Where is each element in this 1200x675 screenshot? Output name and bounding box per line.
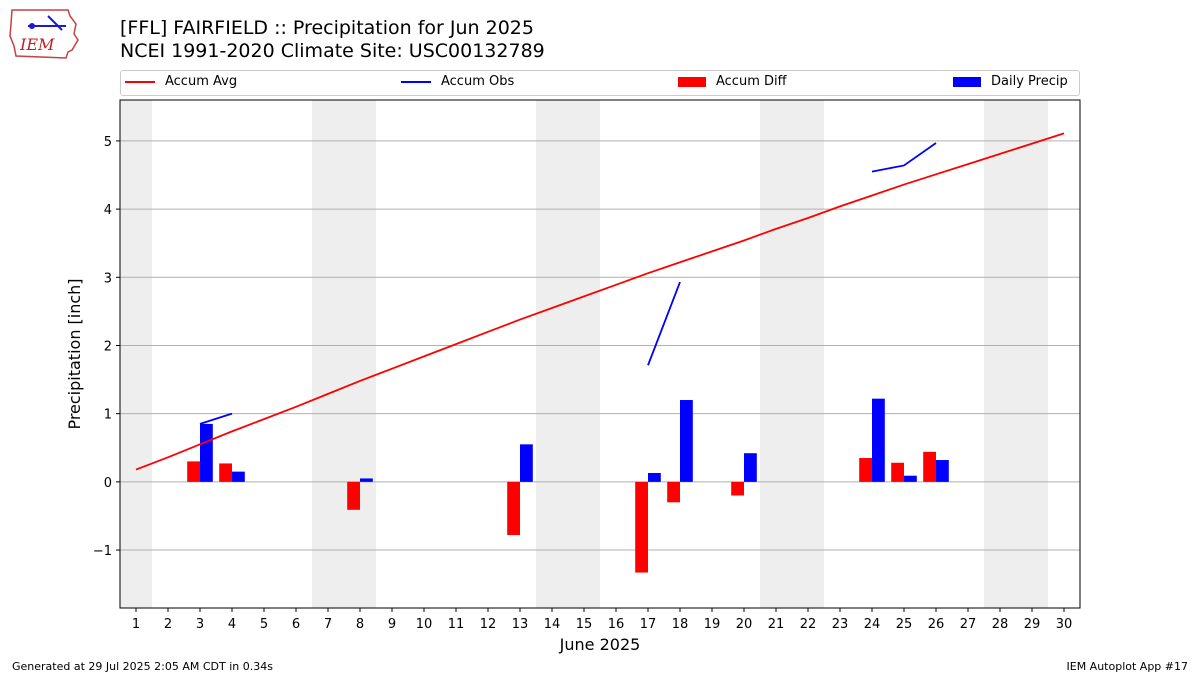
x-tick-label-2: 2 xyxy=(164,617,172,632)
x-tick-label-11: 11 xyxy=(448,617,465,632)
accum-diff-bar-day-18 xyxy=(667,481,680,503)
accum-obs-line-segment-0 xyxy=(199,412,233,425)
x-tick-label-20: 20 xyxy=(736,617,753,632)
accum-diff-bar-day-4 xyxy=(219,463,232,482)
accum-avg-line xyxy=(135,132,1065,471)
legend-label-accum-avg: Accum Avg xyxy=(165,74,238,89)
accum-diff-bar-day-20 xyxy=(731,481,744,496)
x-tick-label-19: 19 xyxy=(704,617,721,632)
weekend-shade-day-8 xyxy=(344,100,376,608)
weekend-shade-day-28 xyxy=(984,100,1016,608)
y-tick-label-0: 0 xyxy=(104,476,112,491)
y-tick-label-5: 5 xyxy=(104,135,112,150)
legend-label-accum-obs: Accum Obs xyxy=(441,74,515,89)
x-tick-label-27: 27 xyxy=(960,617,977,632)
x-tick-label-12: 12 xyxy=(480,617,497,632)
plot-frame xyxy=(119,99,1081,609)
daily-precip-bar-day-18 xyxy=(680,400,693,482)
daily-precip-bar-day-4 xyxy=(232,471,245,482)
x-tick-label-21: 21 xyxy=(768,617,785,632)
weekend-shade-day-1 xyxy=(120,100,152,608)
chart-title: [FFL] FAIRFIELD :: Precipitation for Jun… xyxy=(120,17,534,39)
x-tick-label-9: 9 xyxy=(388,617,396,632)
legend-swatch-accum-diff xyxy=(678,76,706,87)
weekend-shade-day-14 xyxy=(536,100,568,608)
x-tick-label-28: 28 xyxy=(992,617,1009,632)
x-tick-label-17: 17 xyxy=(640,617,657,632)
x-tick-label-3: 3 xyxy=(196,617,204,632)
y-tick-label-4: 4 xyxy=(104,203,112,218)
y-axis-title: Precipitation [inch] xyxy=(65,278,84,429)
chart-legend: Accum Avg Accum Obs Accum Diff Daily Pre… xyxy=(120,70,1080,96)
legend-label-daily-precip: Daily Precip xyxy=(991,74,1068,89)
y-tick-label-1: 1 xyxy=(104,408,112,423)
x-tick-label-4: 4 xyxy=(228,617,236,632)
accum-diff-bar-day-8 xyxy=(347,481,360,510)
legend-item-accum-obs: Accum Obs xyxy=(401,74,514,89)
legend-swatch-daily-precip xyxy=(953,76,981,87)
weekend-shade-day-22 xyxy=(792,100,824,608)
x-tick-label-25: 25 xyxy=(896,617,913,632)
x-tick-label-13: 13 xyxy=(512,617,529,632)
x-tick-label-18: 18 xyxy=(672,617,689,632)
daily-precip-bar-day-24 xyxy=(872,398,885,482)
legend-item-daily-precip: Daily Precip xyxy=(953,74,1068,89)
x-tick-label-5: 5 xyxy=(260,617,268,632)
legend-label-accum-diff: Accum Diff xyxy=(716,74,787,89)
daily-precip-bar-day-8 xyxy=(360,478,373,482)
x-tick-label-22: 22 xyxy=(800,617,817,632)
x-tick-label-30: 30 xyxy=(1056,617,1073,632)
daily-precip-bar-day-3 xyxy=(200,423,213,482)
accum-diff-bar-day-3 xyxy=(187,461,200,482)
daily-precip-bar-day-17 xyxy=(648,472,661,482)
accum-diff-bar-day-24 xyxy=(859,457,872,482)
y-tick-label-2: 2 xyxy=(104,339,112,354)
weekend-shade-day-29 xyxy=(1016,100,1048,608)
weekend-shade-day-7 xyxy=(312,100,344,608)
x-tick-label-29: 29 xyxy=(1024,617,1041,632)
x-tick-label-6: 6 xyxy=(292,617,300,632)
chart-subtitle: NCEI 1991-2020 Climate Site: USC00132789 xyxy=(120,40,545,62)
legend-item-accum-diff: Accum Diff xyxy=(678,74,787,89)
weekend-shade-day-15 xyxy=(568,100,600,608)
weekend-shade-day-21 xyxy=(760,100,792,608)
legend-swatch-accum-avg xyxy=(125,80,155,83)
y-tick-label-3: 3 xyxy=(104,271,112,286)
daily-precip-bar-day-20 xyxy=(744,453,757,482)
iem-logo: IEM xyxy=(8,6,80,60)
x-tick-label-10: 10 xyxy=(416,617,433,632)
legend-swatch-accum-obs xyxy=(401,80,431,83)
x-tick-label-15: 15 xyxy=(576,617,593,632)
daily-precip-bar-day-25 xyxy=(904,475,917,482)
x-tick-label-26: 26 xyxy=(928,617,945,632)
x-tick-label-1: 1 xyxy=(132,617,140,632)
x-tick-label-7: 7 xyxy=(324,617,332,632)
accum-diff-bar-day-17 xyxy=(635,481,648,573)
accum-obs-line-segment-1 xyxy=(647,281,681,366)
daily-precip-bar-day-13 xyxy=(520,444,533,482)
logo-text: IEM xyxy=(19,35,55,54)
footer-generated: Generated at 29 Jul 2025 2:05 AM CDT in … xyxy=(12,660,273,673)
x-tick-label-24: 24 xyxy=(864,617,881,632)
y-tick-label--1: −1 xyxy=(93,544,112,559)
accum-diff-bar-day-25 xyxy=(891,462,904,482)
x-tick-label-16: 16 xyxy=(608,617,625,632)
x-axis-title: June 2025 xyxy=(559,635,641,654)
x-tick-label-8: 8 xyxy=(356,617,364,632)
x-tick-label-14: 14 xyxy=(544,617,561,632)
accum-diff-bar-day-13 xyxy=(507,481,520,536)
legend-item-accum-avg: Accum Avg xyxy=(125,74,237,89)
accum-diff-bar-day-26 xyxy=(923,451,936,482)
accum-obs-line-segment-2 xyxy=(871,142,937,173)
daily-precip-bar-day-26 xyxy=(936,460,949,482)
footer-app-id: IEM Autoplot App #17 xyxy=(1066,660,1189,673)
x-tick-label-23: 23 xyxy=(832,617,849,632)
